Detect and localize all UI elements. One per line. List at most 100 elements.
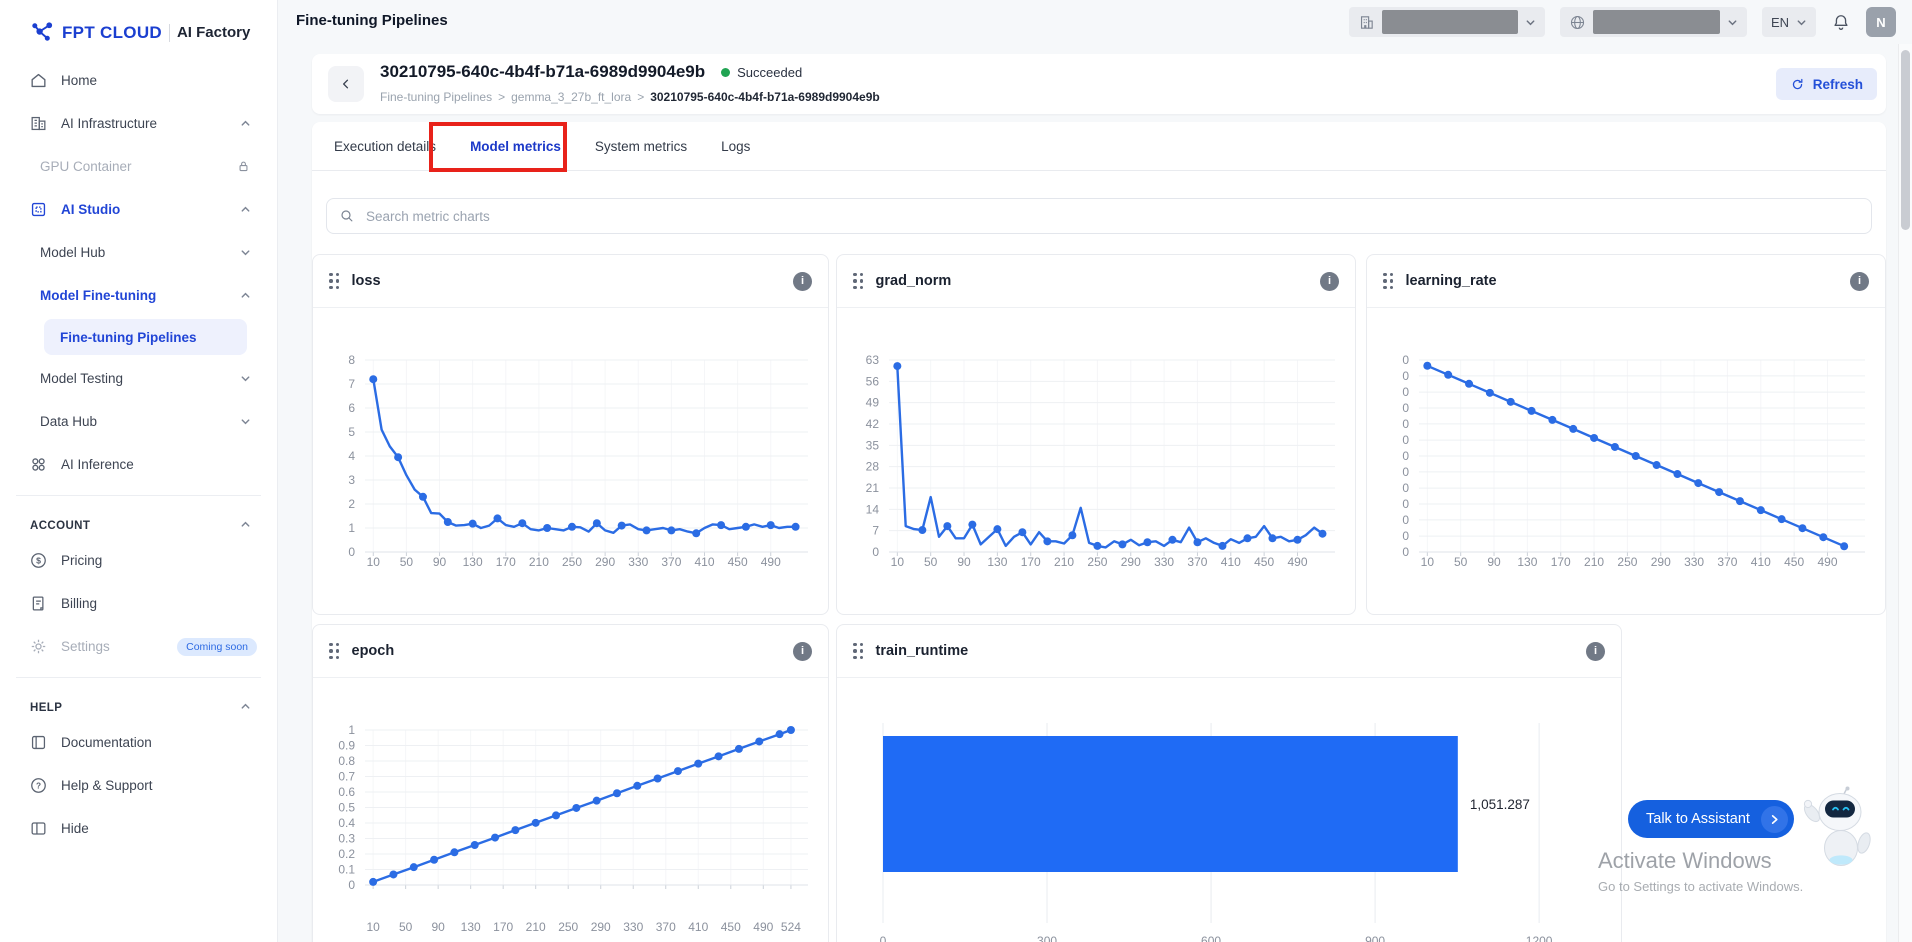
- sidebar-item-settings[interactable]: Settings Coming soon: [14, 625, 263, 668]
- sidebar-item-label: Hide: [61, 821, 89, 836]
- sidebar-item-ai-infrastructure[interactable]: AI Infrastructure: [14, 102, 263, 145]
- sidebar-item-ai-studio[interactable]: AI Studio: [14, 188, 263, 231]
- svg-text:0: 0: [1402, 385, 1409, 399]
- svg-text:0.3: 0.3: [338, 832, 355, 846]
- svg-text:170: 170: [493, 920, 513, 934]
- svg-text:0: 0: [872, 545, 879, 559]
- svg-text:0: 0: [1402, 497, 1409, 511]
- svg-text:210: 210: [529, 555, 549, 569]
- svg-text:370: 370: [1717, 555, 1737, 569]
- drag-handle-icon[interactable]: [329, 272, 340, 290]
- chevron-up-icon[interactable]: [240, 519, 251, 530]
- sidebar-item-model-fine-tuning[interactable]: Model Fine-tuning: [14, 274, 263, 317]
- ai-studio-icon: [28, 200, 48, 220]
- pipeline-header-card: 30210795-640c-4b4f-b71a-6989d9904e9b Suc…: [312, 54, 1886, 114]
- svg-text:410: 410: [688, 920, 708, 934]
- drag-handle-icon[interactable]: [853, 642, 864, 660]
- brand[interactable]: FPT CLOUD AI Factory: [0, 0, 277, 55]
- svg-text:10: 10: [891, 555, 905, 569]
- sidebar-item-fine-tuning-pipelines[interactable]: Fine-tuning Pipelines: [44, 319, 247, 355]
- info-icon[interactable]: i: [1586, 641, 1605, 661]
- region-select[interactable]: [1559, 7, 1747, 37]
- language-label: EN: [1770, 14, 1789, 30]
- svg-text:0: 0: [1402, 353, 1409, 367]
- drag-handle-icon[interactable]: [853, 272, 864, 290]
- pricing-icon: $: [28, 551, 48, 571]
- info-icon[interactable]: i: [793, 271, 812, 291]
- tab-execution-details[interactable]: Execution details: [334, 138, 437, 154]
- svg-text:250: 250: [558, 920, 578, 934]
- ai-infrastructure-icon: [28, 114, 48, 134]
- svg-text:90: 90: [431, 920, 445, 934]
- sidebar-item-model-hub[interactable]: Model Hub: [14, 231, 263, 274]
- fpt-logo-icon: [30, 20, 55, 45]
- chevron-down-icon: [1727, 17, 1738, 28]
- sidebar-item-billing[interactable]: Billing: [14, 582, 263, 625]
- chevron-left-icon: [343, 79, 349, 89]
- tab-bar: Execution details Model metrics System m…: [312, 122, 1886, 171]
- info-icon[interactable]: i: [1320, 271, 1339, 291]
- svg-text:130: 130: [461, 920, 481, 934]
- tab-logs[interactable]: Logs: [721, 138, 751, 154]
- building-icon: [1358, 14, 1375, 31]
- sidebar-item-label: AI Studio: [61, 202, 121, 217]
- sidebar-item-model-testing[interactable]: Model Testing: [14, 357, 263, 400]
- search-input[interactable]: [364, 207, 1859, 225]
- home-icon: [28, 71, 48, 91]
- sidebar-item-label: Billing: [61, 596, 98, 611]
- svg-text:250: 250: [562, 555, 582, 569]
- sidebar-item-label: Fine-tuning Pipelines: [60, 329, 197, 345]
- svg-text:490: 490: [1817, 555, 1837, 569]
- drag-handle-icon[interactable]: [329, 642, 340, 660]
- robot-mascot[interactable]: [1800, 786, 1878, 872]
- organization-select[interactable]: [1348, 7, 1545, 37]
- svg-text:450: 450: [721, 920, 741, 934]
- sidebar-item-data-hub[interactable]: Data Hub: [14, 400, 263, 443]
- language-select[interactable]: EN: [1761, 7, 1816, 37]
- info-icon[interactable]: i: [793, 641, 812, 661]
- sidebar: FPT CLOUD AI Factory Home AI Infrastruct…: [0, 0, 278, 942]
- sidebar-item-hide[interactable]: Hide: [14, 807, 263, 850]
- breadcrumb-item[interactable]: gemma_3_27b_ft_lora: [511, 90, 632, 104]
- notifications-bell-icon[interactable]: [1831, 12, 1851, 32]
- svg-text:410: 410: [1751, 555, 1771, 569]
- svg-text:50: 50: [399, 920, 413, 934]
- svg-text:290: 290: [595, 555, 615, 569]
- chart-card-header: grad_norm i: [837, 255, 1355, 308]
- svg-text:63: 63: [866, 353, 880, 367]
- scrollbar-thumb[interactable]: [1901, 50, 1910, 230]
- sidebar-item-documentation[interactable]: Documentation: [14, 721, 263, 764]
- sidebar-item-label: Pricing: [61, 553, 103, 568]
- svg-text:49: 49: [866, 396, 880, 410]
- avatar[interactable]: N: [1866, 7, 1896, 37]
- sidebar-item-home[interactable]: Home: [14, 59, 263, 102]
- info-icon[interactable]: i: [1850, 271, 1869, 291]
- chevron-up-icon[interactable]: [240, 701, 251, 712]
- drag-handle-icon[interactable]: [1383, 272, 1394, 290]
- svg-text:0: 0: [1402, 449, 1409, 463]
- sidebar-item-label: AI Inference: [61, 457, 134, 472]
- chevron-up-icon: [240, 204, 251, 215]
- tab-model-metrics[interactable]: Model metrics: [470, 122, 561, 170]
- chevron-down-icon: [240, 373, 251, 384]
- chart-card-header: epoch i: [313, 625, 828, 678]
- topbar-controls: EN N: [1348, 7, 1896, 37]
- chevron-down-icon: [1525, 17, 1536, 28]
- svg-text:410: 410: [694, 555, 714, 569]
- sidebar-item-help-support[interactable]: ? Help & Support: [14, 764, 263, 807]
- sidebar-item-pricing[interactable]: $ Pricing: [14, 539, 263, 582]
- svg-text:300: 300: [1037, 934, 1057, 942]
- sidebar-item-ai-inference[interactable]: AI Inference: [14, 443, 263, 486]
- back-button[interactable]: [328, 66, 364, 102]
- svg-text:290: 290: [591, 920, 611, 934]
- breadcrumb-item[interactable]: Fine-tuning Pipelines: [380, 90, 493, 104]
- tab-system-metrics[interactable]: System metrics: [594, 138, 688, 154]
- svg-text:50: 50: [400, 555, 414, 569]
- refresh-button[interactable]: Refresh: [1775, 68, 1877, 100]
- vertical-scrollbar[interactable]: [1898, 44, 1912, 942]
- chevron-down-icon: [240, 247, 251, 258]
- talk-to-assistant-button[interactable]: Talk to Assistant: [1628, 800, 1794, 838]
- svg-text:600: 600: [1201, 934, 1221, 942]
- chart-card-header: train_runtime i: [837, 625, 1621, 678]
- sidebar-item-gpu-container[interactable]: GPU Container: [14, 145, 263, 188]
